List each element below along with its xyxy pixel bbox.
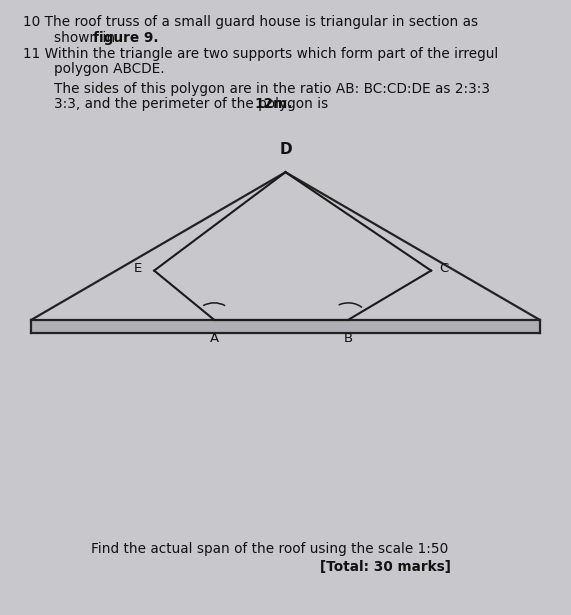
- Text: figure 9.: figure 9.: [93, 31, 159, 45]
- Text: D: D: [279, 142, 292, 157]
- Text: [Total: 30 marks]: [Total: 30 marks]: [320, 560, 451, 574]
- Text: 12m.: 12m.: [254, 97, 292, 111]
- Text: 11 Within the triangle are two supports which form part of the irregul: 11 Within the triangle are two supports …: [23, 47, 498, 61]
- Text: Find the actual span of the roof using the scale 1:50: Find the actual span of the roof using t…: [91, 542, 449, 557]
- Text: 10 The roof truss of a small guard house is triangular in section as: 10 The roof truss of a small guard house…: [23, 15, 478, 30]
- Text: polygon ABCDE.: polygon ABCDE.: [54, 62, 165, 76]
- Text: The sides of this polygon are in the ratio AB: BC:CD:DE as 2:3:3: The sides of this polygon are in the rat…: [54, 82, 490, 97]
- Polygon shape: [31, 320, 540, 333]
- Text: 3:3, and the perimeter of the polygon is: 3:3, and the perimeter of the polygon is: [54, 97, 333, 111]
- Text: B: B: [344, 332, 353, 345]
- Text: shown in: shown in: [54, 31, 120, 45]
- Text: E: E: [134, 262, 142, 276]
- Text: C: C: [440, 262, 449, 276]
- Text: A: A: [210, 332, 219, 345]
